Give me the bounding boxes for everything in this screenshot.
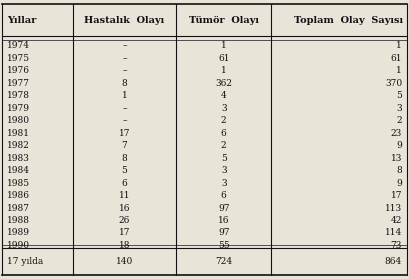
Text: 42: 42 (391, 216, 402, 225)
Text: 13: 13 (391, 154, 402, 163)
Text: 17: 17 (119, 129, 130, 138)
Text: 864: 864 (385, 257, 402, 266)
Text: 8: 8 (121, 79, 128, 88)
Text: 1982: 1982 (7, 141, 30, 150)
Text: 18: 18 (119, 241, 130, 250)
Text: 362: 362 (215, 79, 232, 88)
Text: Yıllar: Yıllar (7, 16, 36, 25)
Text: 1979: 1979 (7, 104, 30, 113)
Text: 6: 6 (121, 179, 128, 187)
Text: –: – (122, 66, 127, 75)
Text: 73: 73 (391, 241, 402, 250)
Text: 1975: 1975 (7, 54, 30, 63)
Text: 1977: 1977 (7, 79, 30, 88)
Text: 370: 370 (385, 79, 402, 88)
Text: 1974: 1974 (7, 41, 30, 50)
Text: 7: 7 (121, 141, 128, 150)
Text: 113: 113 (385, 203, 402, 213)
Text: 17: 17 (119, 229, 130, 237)
Text: 1: 1 (396, 41, 402, 50)
Text: –: – (122, 104, 127, 113)
Text: Tümör  Olayı: Tümör Olayı (189, 16, 259, 25)
Text: 114: 114 (385, 229, 402, 237)
Text: 16: 16 (119, 203, 130, 213)
Text: 724: 724 (215, 257, 232, 266)
Text: 1987: 1987 (7, 203, 30, 213)
Text: 1: 1 (396, 66, 402, 75)
Text: 1976: 1976 (7, 66, 30, 75)
Text: 16: 16 (218, 216, 229, 225)
Text: –: – (122, 54, 127, 63)
Text: 8: 8 (396, 166, 402, 175)
Text: 9: 9 (396, 179, 402, 187)
Text: 1981: 1981 (7, 129, 30, 138)
Text: 1985: 1985 (7, 179, 30, 187)
Text: 6: 6 (221, 191, 227, 200)
Text: 5: 5 (396, 91, 402, 100)
Text: 5: 5 (121, 166, 128, 175)
Text: 1984: 1984 (7, 166, 30, 175)
Text: 26: 26 (119, 216, 130, 225)
Text: 6: 6 (221, 129, 227, 138)
Text: 8: 8 (121, 154, 128, 163)
Text: 2: 2 (221, 141, 227, 150)
Text: 3: 3 (221, 179, 227, 187)
Text: 3: 3 (396, 104, 402, 113)
Text: 1980: 1980 (7, 116, 30, 125)
Text: 1: 1 (221, 66, 227, 75)
Text: 1: 1 (221, 41, 227, 50)
Text: 1989: 1989 (7, 229, 30, 237)
Text: 5: 5 (221, 154, 227, 163)
Text: 17: 17 (391, 191, 402, 200)
Text: –: – (122, 116, 127, 125)
Text: 1983: 1983 (7, 154, 30, 163)
Text: 1990: 1990 (7, 241, 30, 250)
Text: 97: 97 (218, 229, 229, 237)
Text: 4: 4 (221, 91, 227, 100)
Text: Hastalık  Olayı: Hastalık Olayı (84, 16, 165, 25)
Text: 23: 23 (391, 129, 402, 138)
Text: 2: 2 (396, 116, 402, 125)
Text: 61: 61 (218, 54, 229, 63)
Text: 55: 55 (218, 241, 229, 250)
Text: Toplam  Olay  Sayısı: Toplam Olay Sayısı (294, 16, 403, 25)
Text: 1986: 1986 (7, 191, 30, 200)
Text: 17 yılda: 17 yılda (7, 257, 43, 266)
Text: 3: 3 (221, 166, 227, 175)
Text: 11: 11 (119, 191, 130, 200)
Text: 3: 3 (221, 104, 227, 113)
Text: 1978: 1978 (7, 91, 30, 100)
Text: 61: 61 (391, 54, 402, 63)
Text: 1: 1 (121, 91, 128, 100)
Text: 140: 140 (116, 257, 133, 266)
Text: 97: 97 (218, 203, 229, 213)
Text: 2: 2 (221, 116, 227, 125)
Text: –: – (122, 41, 127, 50)
Text: 1988: 1988 (7, 216, 30, 225)
Text: 9: 9 (396, 141, 402, 150)
